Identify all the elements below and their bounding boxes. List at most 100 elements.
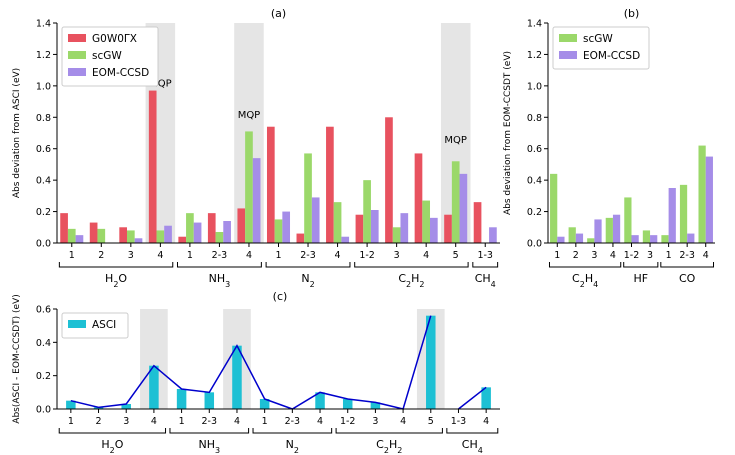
panel-a-xtick-label: 2-3 (300, 250, 316, 261)
panel-a-group-bracket (58, 262, 174, 268)
panel-c-xtick-label: 3 (372, 416, 378, 427)
panel-b-legend-entry-swatch (559, 34, 577, 42)
panel-c-bar-asci (481, 387, 491, 409)
panel-a-bar-g0w0x (148, 90, 157, 243)
panel-a-bar-eomccsd (341, 236, 350, 243)
panel-c-group-bracket (335, 428, 443, 434)
panel-b-ytick-label: 0.8 (527, 113, 542, 124)
panel-a-bar-scgw (422, 200, 431, 243)
panel-a-group-label: CH4 (475, 272, 496, 289)
panel-a-bar-g0w0x (237, 208, 246, 243)
panel-a-bar-eomccsd (223, 221, 231, 243)
panel-a-bar-g0w0x (89, 222, 98, 243)
panel-c-ylabel: Abs(ASCI - EOM-CCSDT) (eV) (12, 294, 22, 423)
panel-a-bar-g0w0x (178, 236, 187, 243)
panel-c-ytick-label: 0.0 (36, 405, 51, 416)
panel-b-bar-scgw (568, 227, 576, 243)
panel-a-group-bracket (354, 262, 469, 268)
panel-a-xtick-label: 1 (275, 250, 281, 261)
panel-c-trend-line (458, 386, 487, 410)
panel-a-xtick-label: 2 (98, 250, 104, 261)
panel-a-mqp-annotation: MQP (149, 79, 172, 90)
panel-c-xtick-label: 1 (179, 416, 185, 427)
panel-c-trend-line (70, 315, 432, 410)
panel-a-legend-entry-swatch (68, 34, 86, 42)
panel-a-bar-g0w0x (60, 213, 68, 243)
panel-b-legend-entry-label: scGW (583, 33, 613, 45)
panel-a-xtick-label: 3 (128, 250, 134, 261)
panel-c-bar-asci (426, 315, 436, 409)
panel-a-xtick-label: 4 (335, 250, 341, 261)
panel-a-legend-entry-label: scGW (92, 50, 122, 62)
panel-c-group-label: H2O (101, 438, 123, 455)
panel-a-group-label: H2O (105, 272, 127, 289)
panel-b-bar-eomccsd (594, 219, 602, 243)
panel-c-xtick-label: 2-3 (202, 416, 218, 427)
panel-a-ytick-label: 0.2 (36, 207, 51, 218)
panel-c-bar-asci (66, 400, 76, 409)
panel-c-group-label: C2H2 (376, 438, 402, 455)
panel-a-xtick-label: 1-3 (477, 250, 493, 261)
panel-b-bar-eomccsd (650, 235, 658, 243)
panel-a-ytick-label: 0.4 (36, 176, 51, 187)
panel-c-bar-asci (342, 399, 353, 409)
panel-a-bar-eomccsd (430, 217, 438, 243)
panel-b-ytick-label: 0.0 (527, 239, 542, 250)
panel-a-group-label: NH3 (209, 272, 231, 289)
panel-b-bar-scgw (587, 238, 595, 243)
panel-c-ytick-label: 0.6 (36, 305, 51, 316)
panel-c-xtick-label: 1-2 (340, 416, 356, 427)
panel-c-xtick-label: 2-3 (285, 416, 301, 427)
panel-b-ytick-label: 1.0 (527, 81, 542, 92)
panel-b-title: (b) (624, 7, 640, 20)
panel-b-bar-scgw (698, 145, 706, 243)
panel-c-bar-asci (315, 392, 325, 409)
panel-b-group-bracket (623, 262, 659, 268)
panel-a-legend-entry-swatch (68, 51, 86, 59)
panel-a-bar-g0w0x (119, 227, 127, 243)
panel-a-bar-g0w0x (296, 233, 305, 243)
panel-b-xtick-label: 1 (666, 250, 672, 261)
panel-c-group-label: CH4 (462, 438, 483, 455)
panel-a-bar-eomccsd (400, 213, 409, 243)
panel-a-bar-g0w0x (444, 214, 452, 243)
panel-a-ylabel: Abs deviation from ASCI (eV) (12, 68, 22, 198)
panel-b-bar-eomccsd (705, 156, 713, 243)
panel-c-bar-asci (176, 389, 187, 409)
panel-c-xtick-label: 1-3 (451, 416, 467, 427)
panel-a-mqp-annotation: MQP (238, 110, 261, 121)
panel-c-xtick-label: 4 (483, 416, 489, 427)
panel-a-bar-eomccsd (489, 227, 497, 243)
panel-b-bar-scgw (661, 235, 669, 243)
panel-c-legend-entry-label: ASCI (92, 319, 116, 331)
panel-a-legend-entry-swatch (68, 68, 86, 76)
panel-b-group-bracket (660, 262, 715, 268)
panel-a-bar-g0w0x (414, 153, 423, 243)
panel-c-group-label: NH3 (198, 438, 220, 455)
panel-a-bar-eomccsd (134, 238, 143, 243)
panel-a-bar-scgw (451, 161, 460, 243)
panel-c-xtick-label: 5 (428, 416, 434, 427)
panel-a-xtick-label: 1-2 (359, 250, 375, 261)
panel-a-bar-eomccsd (164, 225, 172, 243)
panel-c-ytick-label: 0.4 (36, 338, 51, 349)
panel-c-xtick-label: 4 (317, 416, 323, 427)
panel-b-ylabel: Abs deviation from EOM-CCSDT (eV) (503, 51, 513, 215)
panel-a-xtick-label: 1 (69, 250, 75, 261)
panel-b-bar-scgw (642, 230, 651, 243)
panel-a-bar-scgw (97, 228, 106, 243)
panel-c-bar-asci (370, 402, 381, 409)
panel-a-bar-scgw (304, 153, 312, 243)
panel-b-xtick-label: 4 (703, 250, 709, 261)
panel-c-xtick-label: 1 (68, 416, 74, 427)
panel-c-xtick-label: 3 (123, 416, 129, 427)
panel-a-legend-entry-label: EOM-CCSD (92, 67, 149, 79)
panel-c-xtick-label: 2 (96, 416, 102, 427)
panel-a-bar-g0w0x (326, 126, 334, 243)
panel-a-group-bracket (265, 262, 351, 268)
panel-b-ytick-label: 0.6 (527, 144, 542, 155)
panel-b-legend-entry-label: EOM-CCSD (583, 50, 640, 62)
panel-a-bar-eomccsd (370, 210, 379, 243)
panel-b-xtick-label: 3 (591, 250, 597, 261)
